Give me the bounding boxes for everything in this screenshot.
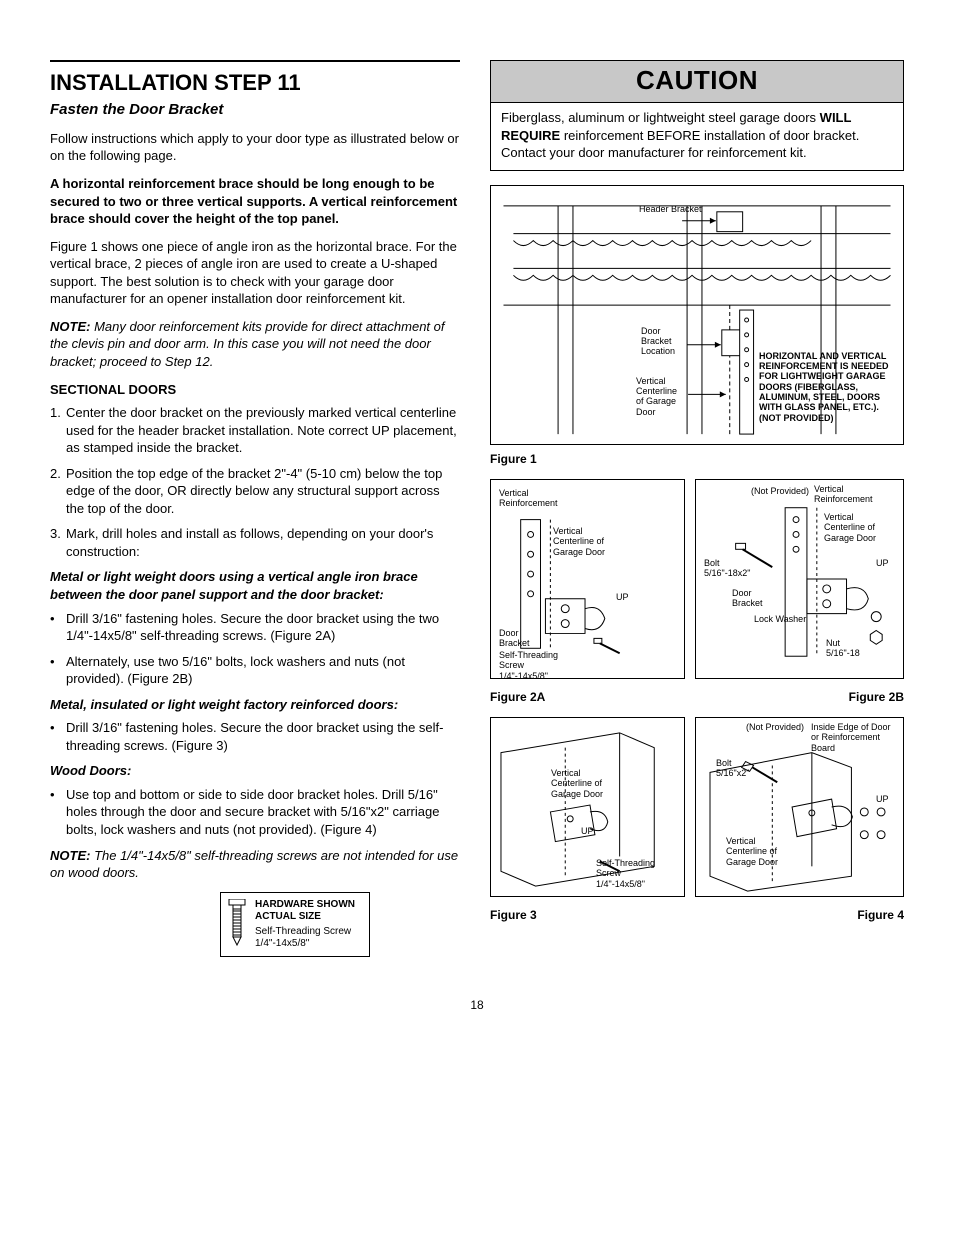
figures-2-captions: Figure 2A Figure 2B <box>490 683 904 717</box>
label-up-3: UP <box>581 826 594 836</box>
note-body: Many door reinforcement kits provide for… <box>50 319 445 369</box>
figures-2-row: Vertical Reinforcement Vertical Centerli… <box>490 479 904 679</box>
label-not-provided-4: (Not Provided) <box>746 722 804 732</box>
note-body: The 1/4"-14x5/8" self-threading screws a… <box>50 848 458 881</box>
label-door-bracket-2b: Door Bracket <box>732 588 772 609</box>
sectional-steps: 1.Center the door bracket on the previou… <box>50 404 460 560</box>
page-layout: Installation Step 11 Fasten the Door Bra… <box>50 60 904 957</box>
step-title: Installation Step 11 <box>50 68 460 98</box>
label-up-2a: UP <box>616 592 629 602</box>
fig1-paragraph: Figure 1 shows one piece of angle iron a… <box>50 238 460 308</box>
label-vert-reinf: Vertical Reinforcement <box>499 488 569 509</box>
label-door-bracket: Door Bracket Location <box>641 326 683 357</box>
bullet-list-3: Use top and bottom or side to side door … <box>50 786 460 839</box>
figures-34-row: Vertical Centerline of Garage Door UP Se… <box>490 717 904 897</box>
figures-34-captions: Figure 3 Figure 4 <box>490 901 904 935</box>
label-not-provided-2b: (Not Provided) <box>751 486 809 496</box>
figure-1-box: Header Bracket Door Bracket Location Ver… <box>490 185 904 445</box>
caution-title: CAUTION <box>491 61 903 103</box>
label-reinforcement: HORIZONTAL AND VERTICAL REINFORCEMENT IS… <box>759 351 894 423</box>
figure-3-caption: Figure 3 <box>490 907 685 923</box>
label-inside-edge-4: Inside Edge of Door or Reinforcement Boa… <box>811 722 896 753</box>
label-up-4: UP <box>876 794 889 804</box>
bullet-list-1: Drill 3/16" fastening holes. Secure the … <box>50 610 460 688</box>
label-vcenter: Vertical Centerline of Garage Door <box>636 376 686 417</box>
label-vert-reinf-2b: Vertical Reinforcement <box>814 484 879 505</box>
hardware-caption: HARDWARE SHOWN ACTUAL SIZE Self-Threadin… <box>255 899 363 950</box>
list-item: 3.Mark, drill holes and install as follo… <box>50 525 460 560</box>
note-2: NOTE: The 1/4"-14x5/8" self-threading sc… <box>50 847 460 882</box>
bullet-list-2: Drill 3/16" fastening holes. Secure the … <box>50 719 460 754</box>
right-column: CAUTION Fiberglass, aluminum or lightwei… <box>490 60 904 957</box>
hardware-title: HARDWARE SHOWN ACTUAL SIZE <box>255 899 363 923</box>
note-1: NOTE: Many door reinforcement kits provi… <box>50 318 460 371</box>
left-column: Installation Step 11 Fasten the Door Bra… <box>50 60 460 957</box>
figure-4-box: (Not Provided) Inside Edge of Door or Re… <box>695 717 904 897</box>
figure-1-caption: Figure 1 <box>490 451 904 467</box>
label-bolt-2b: Bolt 5/16"-18x2" <box>704 558 764 579</box>
hardware-box: HARDWARE SHOWN ACTUAL SIZE Self-Threadin… <box>220 892 370 957</box>
figure-2b-box: (Not Provided) Vertical Reinforcement Ve… <box>695 479 904 679</box>
list-item: Drill 3/16" fastening holes. Secure the … <box>50 610 460 645</box>
hardware-item: Self-Threading Screw <box>255 926 363 938</box>
subhead-metal-insulated: Metal, insulated or light weight factory… <box>50 696 460 714</box>
caution-body: Fiberglass, aluminum or lightweight stee… <box>491 103 903 170</box>
rule-top <box>50 60 460 66</box>
page-number: 18 <box>50 997 904 1013</box>
list-item: 2.Position the top edge of the bracket 2… <box>50 465 460 518</box>
label-lock-washer-2b: Lock Washer <box>754 614 824 624</box>
label-up-2b: UP <box>876 558 889 568</box>
label-vcenter-3: Vertical Centerline of Garage Door <box>551 768 606 799</box>
label-screw-2a: Self-Threading Screw 1/4"-14x5/8" <box>499 650 574 681</box>
figure-4-caption: Figure 4 <box>685 907 904 923</box>
list-item: Use top and bottom or side to side door … <box>50 786 460 839</box>
figure-3-box: Vertical Centerline of Garage Door UP Se… <box>490 717 685 897</box>
figure-2a-caption: Figure 2A <box>490 689 685 705</box>
brace-paragraph: A horizontal reinforcement brace should … <box>50 175 460 228</box>
intro-paragraph: Follow instructions which apply to your … <box>50 130 460 165</box>
figure-2b-caption: Figure 2B <box>685 689 904 705</box>
figure-2a-box: Vertical Reinforcement Vertical Centerli… <box>490 479 685 679</box>
label-bolt-4: Bolt 5/16"x2" <box>716 758 761 779</box>
label-vcenter-4: Vertical Centerline of Garage Door <box>726 836 781 867</box>
subhead-metal-light: Metal or light weight doors using a vert… <box>50 568 460 603</box>
label-vcenter-2a: Vertical Centerline of Garage Door <box>553 526 608 557</box>
label-screw-3: Self-Threading Screw 1/4"-14x5/8" <box>596 858 671 889</box>
sectional-head: SECTIONAL DOORS <box>50 381 460 399</box>
hardware-size: 1/4"-14x5/8" <box>255 938 363 950</box>
label-header-bracket: Header Bracket <box>639 204 702 214</box>
note-label: NOTE: <box>50 848 90 863</box>
list-item: Drill 3/16" fastening holes. Secure the … <box>50 719 460 754</box>
label-door-bracket-2a: Door Bracket <box>499 628 539 649</box>
caution-box: CAUTION Fiberglass, aluminum or lightwei… <box>490 60 904 171</box>
screw-icon <box>227 899 247 949</box>
subhead-wood: Wood Doors: <box>50 762 460 780</box>
list-item: Alternately, use two 5/16" bolts, lock w… <box>50 653 460 688</box>
list-item: 1.Center the door bracket on the previou… <box>50 404 460 457</box>
label-vcenter-2b: Vertical Centerline of Garage Door <box>824 512 884 543</box>
note-label: NOTE: <box>50 319 90 334</box>
step-subtitle: Fasten the Door Bracket <box>50 100 460 120</box>
label-nut-2b: Nut 5/16"-18 <box>826 638 876 659</box>
